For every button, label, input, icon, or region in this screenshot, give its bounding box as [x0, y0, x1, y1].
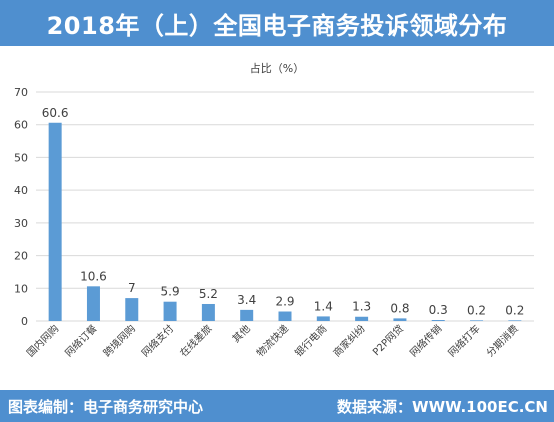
x-axis-ticks: 国内网购 网络订餐 跨境网购 网络支付 在线差旅 其他 物流快递 银行电商 商家纠纷 P2P网贷网…: [24, 322, 521, 359]
y-axis-ticks: 0 10 20 30 40 50 60 70: [14, 86, 28, 328]
y-tick-label: 60: [14, 119, 28, 132]
x-tick-label: 在线差旅: [177, 322, 214, 359]
x-tick-label: P2P网贷: [370, 322, 406, 358]
x-tick-label: 网络传销: [407, 322, 444, 359]
data-label: 0.2: [505, 303, 524, 317]
footer-source: 数据来源：WWW.100EC.CN: [337, 398, 548, 416]
bar: [48, 122, 62, 321]
x-tick-label: 物流快递: [254, 322, 291, 359]
y-tick-label: 50: [14, 151, 28, 164]
bar: [278, 311, 292, 321]
x-tick-label: 网络订餐: [62, 322, 99, 359]
bars: [48, 122, 522, 321]
x-tick-label: 网络打车: [445, 322, 482, 359]
chart-footer: 图表编制：电子商务研究中心 数据来源：WWW.100EC.CN: [0, 390, 554, 422]
bar: [240, 309, 254, 321]
bar: [86, 286, 100, 321]
bar: [163, 301, 177, 321]
data-label: 0.3: [429, 303, 448, 317]
x-tick-label: 国内网购: [24, 322, 61, 359]
data-label: 5.9: [161, 285, 180, 299]
data-label: 2.9: [275, 295, 294, 309]
y-tick-label: 70: [14, 86, 28, 99]
footer-credit: 图表编制：电子商务研究中心: [8, 398, 204, 416]
data-label: 1.3: [352, 300, 371, 314]
bar-chart: 占比（%） 0 10 20 30 40 50 60 70 60.6 10.6 7 5.9 5.2 3.4…: [14, 61, 534, 359]
chart-header: 2018年（上）全国电子商务投诉领域分布: [0, 0, 554, 46]
y-tick-label: 0: [21, 315, 28, 328]
y-tick-label: 40: [14, 184, 28, 197]
x-tick-label: 跨境网购: [100, 322, 137, 359]
y-tick-label: 30: [14, 217, 28, 230]
bar: [508, 320, 522, 321]
chart-title: 2018年（上）全国电子商务投诉领域分布: [46, 11, 508, 40]
bar: [316, 316, 330, 321]
data-label: 5.2: [199, 287, 218, 301]
x-tick-label: 其他: [229, 322, 252, 345]
y-tick-label: 10: [14, 282, 28, 295]
x-tick-label: 银行电商: [292, 322, 329, 359]
data-label: 10.6: [80, 269, 107, 283]
data-label: 0.8: [390, 301, 409, 315]
y-tick-label: 20: [14, 250, 28, 263]
x-tick-label: 网络支付: [139, 322, 176, 359]
x-tick-label: 商家纠纷: [330, 322, 367, 359]
bar: [393, 318, 407, 321]
bar: [355, 316, 369, 321]
x-tick-label: 分期消费: [483, 322, 520, 359]
chart-area: 占比（%） 0 10 20 30 40 50 60 70 60.6 10.6 7 5.9 5.2 3.4…: [0, 46, 554, 390]
data-labels: 60.6 10.6 7 5.9 5.2 3.4 2.9 1.4 1.3 0.8 0.3 0.2 0.2: [42, 106, 525, 318]
data-label: 7: [128, 281, 136, 295]
bar: [201, 303, 215, 321]
data-label: 0.2: [467, 303, 486, 317]
gridlines: [36, 91, 534, 322]
chart-subtitle: 占比（%）: [250, 61, 304, 75]
data-label: 3.4: [237, 293, 256, 307]
bar: [431, 320, 445, 321]
data-label: 1.4: [314, 299, 333, 313]
bar: [125, 298, 139, 321]
bar: [470, 320, 484, 321]
data-label: 60.6: [42, 106, 69, 120]
